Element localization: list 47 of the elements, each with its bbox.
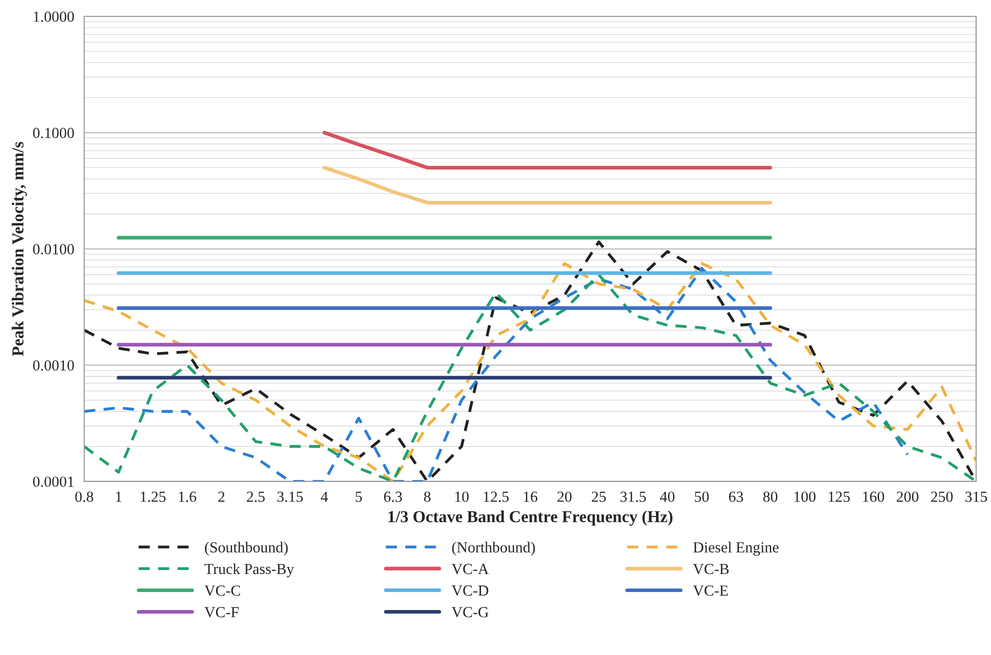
y-tick-label: 1.0000 bbox=[34, 12, 74, 22]
legend-label: Diesel Engine bbox=[693, 542, 779, 556]
x-tick-label: 4 bbox=[320, 492, 328, 502]
x-tick-label: 6.3 bbox=[384, 492, 402, 502]
x-tick-label: 63 bbox=[729, 492, 744, 502]
x-tick-label: 100 bbox=[794, 492, 816, 502]
y-axis-title: Peak Vibration Velocity, mm/s bbox=[12, 142, 27, 356]
y-tick-label: 0.0001 bbox=[33, 476, 74, 487]
x-tick-label: 8 bbox=[424, 492, 431, 502]
legend-label: VC-A bbox=[452, 564, 489, 574]
legend-label: (Northbound) bbox=[452, 542, 535, 556]
line-series bbox=[322, 130, 772, 170]
x-tick-label: 5 bbox=[356, 492, 362, 502]
x-tick-label: 12.5 bbox=[484, 492, 509, 502]
y-tick-label: 0.0010 bbox=[33, 360, 74, 371]
x-tick-label: 2.5 bbox=[246, 492, 265, 502]
legend-label: (Southbound) bbox=[204, 542, 288, 556]
legend-label: VC-B bbox=[693, 564, 729, 574]
legend-label: VC-C bbox=[204, 585, 240, 596]
x-tick-label: 160 bbox=[863, 492, 884, 502]
y-tick-label: 0.0100 bbox=[33, 244, 74, 254]
x-tick-label: 80 bbox=[763, 492, 778, 502]
x-tick-label: 200 bbox=[896, 492, 918, 502]
x-tick-label: 31.5 bbox=[620, 492, 646, 502]
x-tick-label: 2 bbox=[218, 492, 224, 502]
x-axis-title: 1/3 Octave Band Centre Frequency (Hz) bbox=[388, 510, 672, 526]
x-tick-label: 1 bbox=[116, 492, 122, 502]
x-tick-label: 1.6 bbox=[178, 492, 196, 502]
legend-label: Truck Pass-By bbox=[204, 563, 294, 578]
x-tick-label: 50 bbox=[694, 492, 709, 502]
legend-label: VC-E bbox=[693, 585, 728, 596]
x-tick-label: 40 bbox=[660, 492, 674, 502]
x-tick-label: 16 bbox=[524, 492, 538, 502]
x-tick-label: 3.15 bbox=[277, 492, 303, 502]
x-tick-label: 315 bbox=[965, 492, 987, 502]
x-tick-label: 1.25 bbox=[140, 492, 166, 502]
legend-label: VC-G bbox=[452, 607, 488, 618]
x-tick-label: 25 bbox=[592, 492, 606, 502]
line-series bbox=[322, 166, 772, 204]
x-tick-label: 250 bbox=[931, 492, 953, 502]
x-tick-label: 10 bbox=[455, 492, 469, 502]
legend-label: VC-D bbox=[452, 585, 488, 596]
x-tick-label: 125 bbox=[828, 492, 850, 502]
y-tick-label: 0.1000 bbox=[33, 128, 74, 138]
x-tick-label: 0.8 bbox=[75, 492, 94, 502]
legend-label: VC-F bbox=[204, 607, 239, 618]
x-tick-label: 20 bbox=[558, 492, 572, 502]
